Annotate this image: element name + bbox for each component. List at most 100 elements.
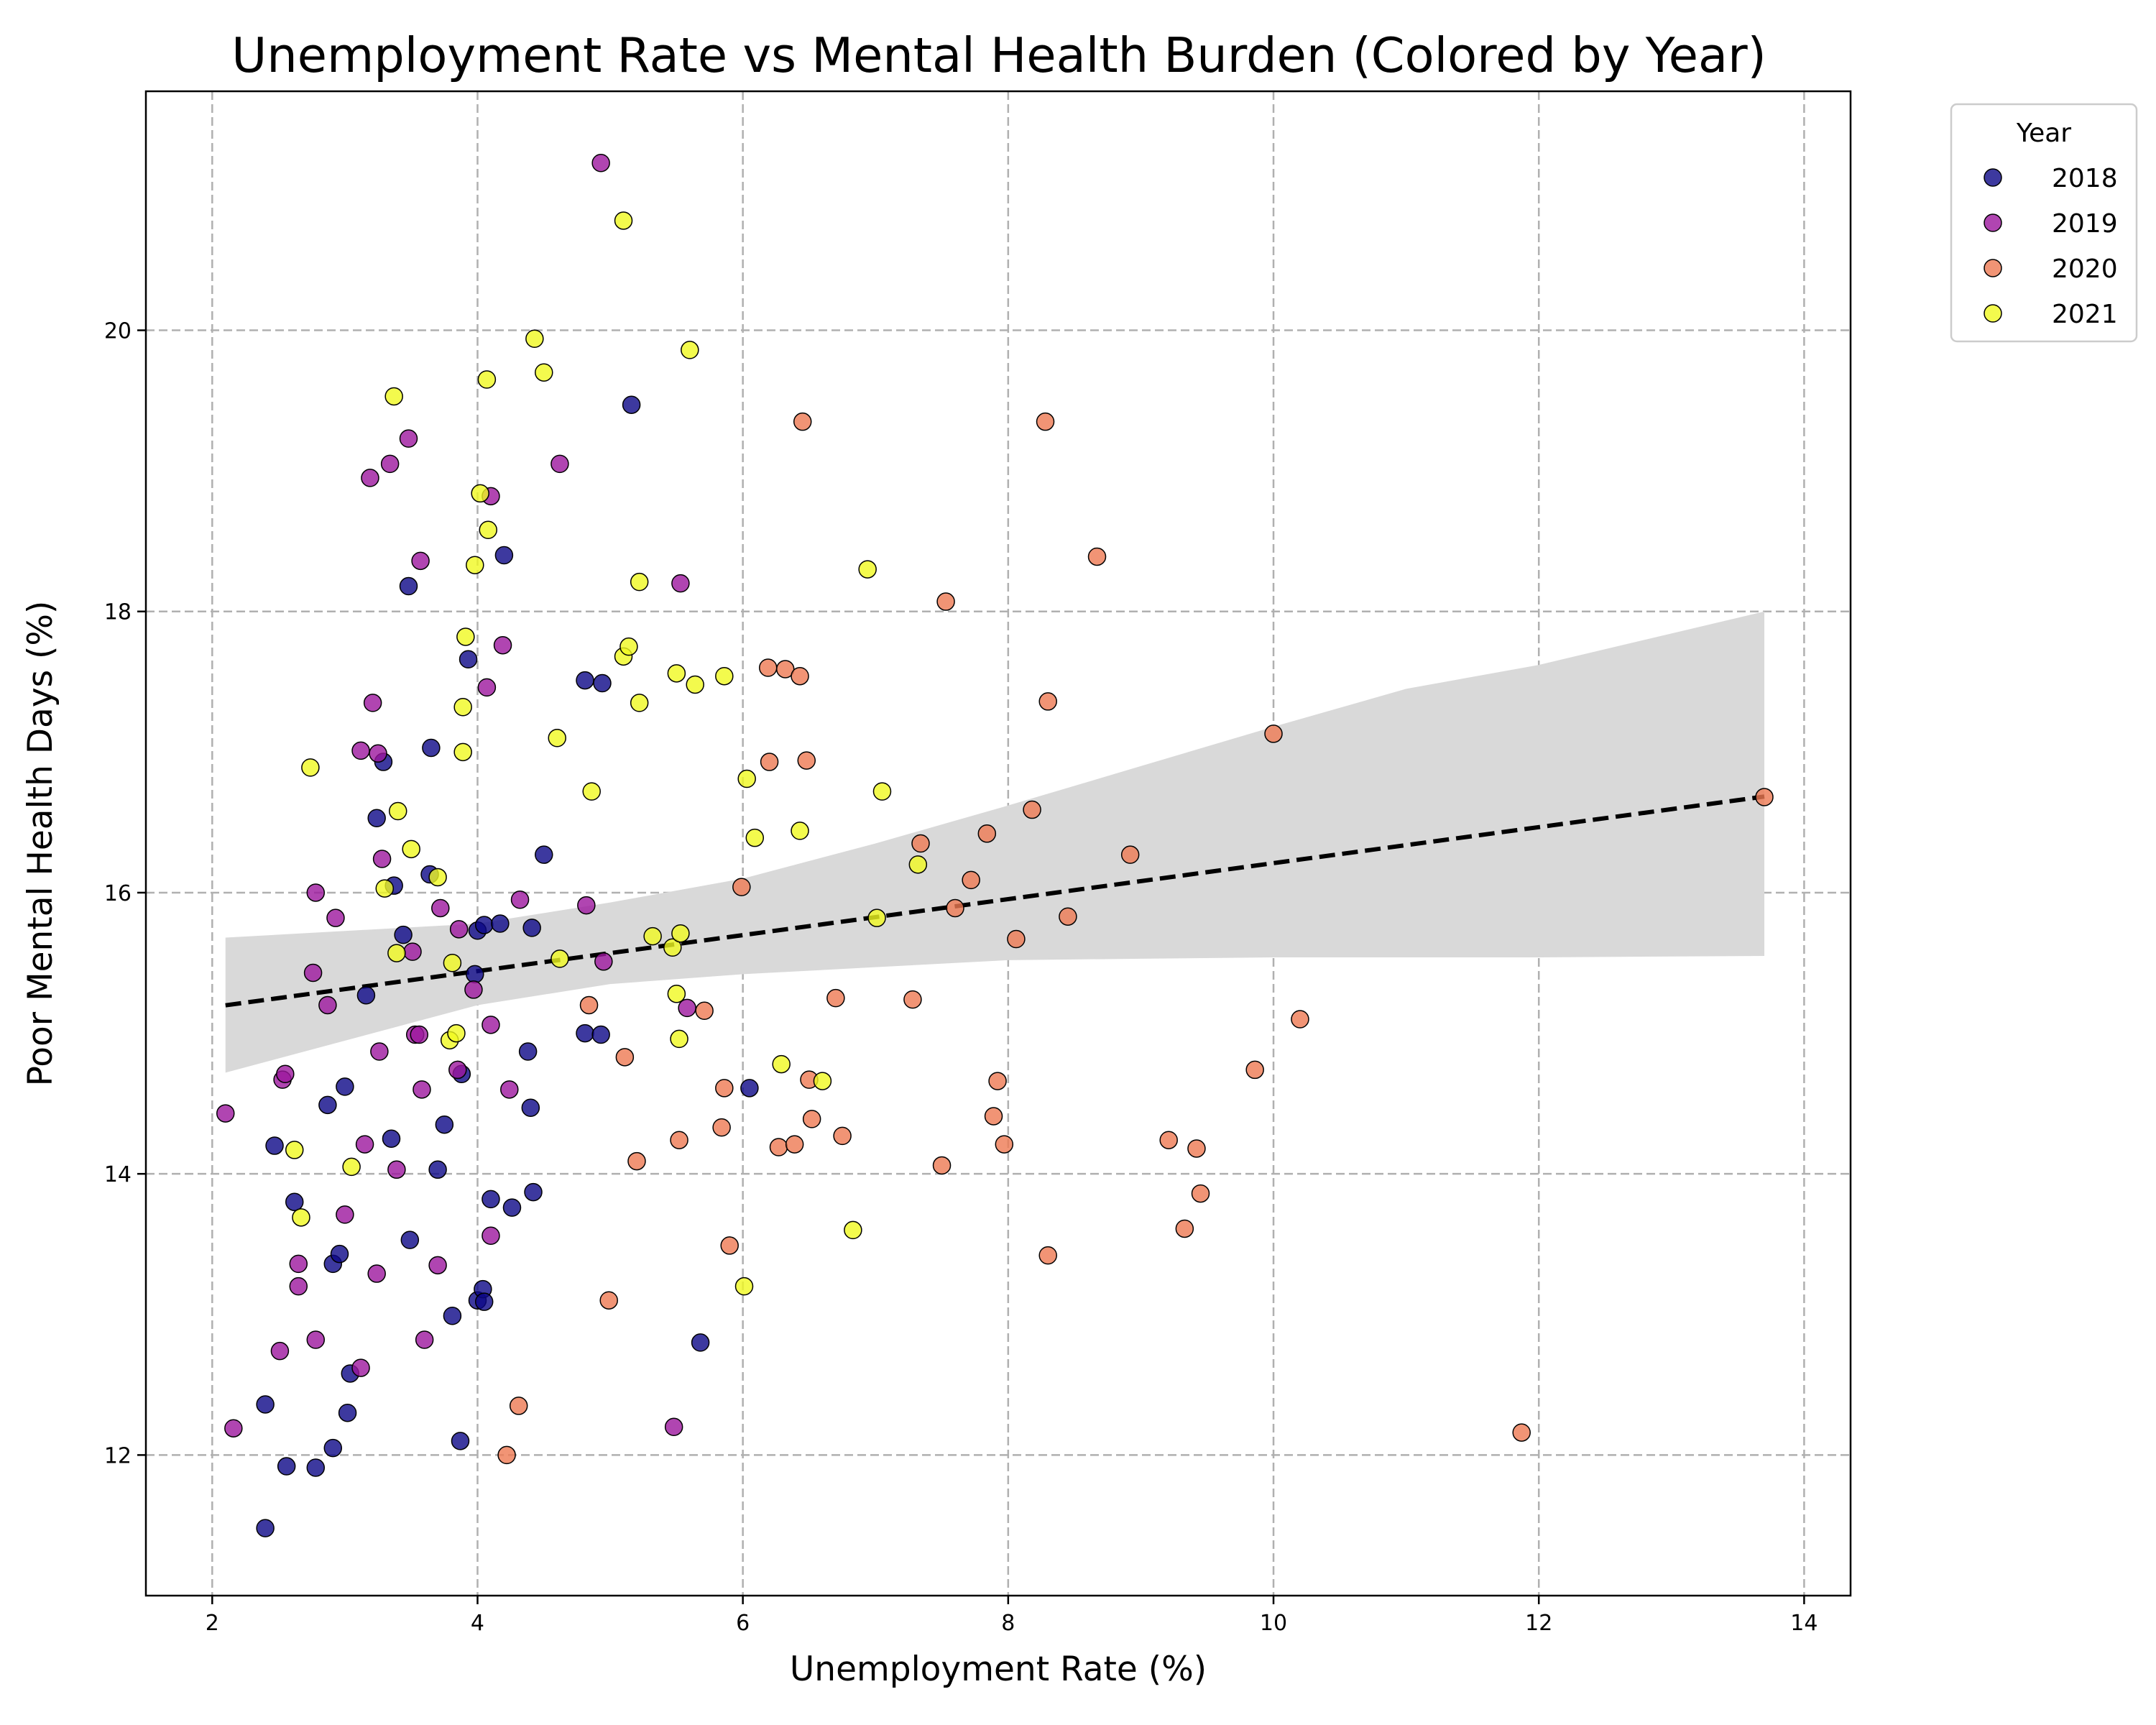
data-point-2021 <box>908 855 928 874</box>
data-point-2019 <box>591 154 610 172</box>
data-point-2018 <box>256 1519 275 1537</box>
data-point-2018 <box>622 395 641 414</box>
x-axis-label: Unemployment Rate (%) <box>790 1650 1207 1689</box>
data-point-2019 <box>351 741 370 760</box>
data-point-2020 <box>911 834 930 853</box>
data-point-2020 <box>627 1151 646 1171</box>
legend-label-2020: 2020 <box>2052 254 2118 284</box>
data-point-2021 <box>772 1054 791 1074</box>
data-point-2020 <box>720 1236 739 1255</box>
data-point-2020 <box>1007 929 1026 949</box>
data-point-2019 <box>318 995 337 1015</box>
data-point-2018 <box>443 1306 462 1325</box>
data-point-2019 <box>372 850 392 868</box>
data-point-2019 <box>306 1330 326 1349</box>
data-point-2019 <box>336 1205 354 1224</box>
data-point-2018 <box>474 1292 494 1311</box>
data-point-2019 <box>370 1042 389 1061</box>
data-point-2019 <box>577 896 596 915</box>
data-point-2020 <box>833 1126 852 1146</box>
data-point-2019 <box>428 1256 447 1275</box>
data-point-2021 <box>872 782 892 801</box>
data-point-2018 <box>466 965 484 984</box>
data-point-2021 <box>453 698 472 717</box>
data-point-2019 <box>216 1104 235 1123</box>
data-point-2020 <box>1755 788 1774 806</box>
data-point-2018 <box>522 919 541 937</box>
data-point-2021 <box>477 370 497 389</box>
data-point-2021 <box>614 211 633 230</box>
data-point-2020 <box>946 898 964 918</box>
data-point-2020 <box>936 592 955 611</box>
data-point-2019 <box>431 898 450 918</box>
data-point-2021 <box>671 924 690 943</box>
y-tick-label: 20 <box>104 319 132 344</box>
data-point-2021 <box>737 769 756 788</box>
data-point-2019 <box>510 890 530 909</box>
data-point-2018 <box>740 1079 759 1098</box>
data-point-2018 <box>428 1160 447 1179</box>
data-point-2020 <box>615 1048 635 1067</box>
data-point-2019 <box>306 883 326 902</box>
data-point-2019 <box>594 952 613 971</box>
data-point-2019 <box>448 1060 467 1080</box>
data-point-2018 <box>535 845 553 864</box>
axis-ticks: 2 4 6 8 10 12 14 12 14 16 18 20 <box>104 319 1818 1636</box>
data-point-2021 <box>479 520 497 540</box>
data-point-2020 <box>995 1135 1014 1154</box>
data-point-2021 <box>471 484 489 503</box>
data-point-2020 <box>1023 800 1041 819</box>
data-point-2021 <box>858 560 877 579</box>
x-tick-label: 12 <box>1525 1611 1552 1636</box>
y-tick-label: 16 <box>104 881 132 906</box>
legend-box <box>1950 103 2138 343</box>
data-point-2018 <box>482 1190 500 1209</box>
data-point-2021 <box>525 329 544 349</box>
data-point-2021 <box>548 729 566 748</box>
data-point-2019 <box>482 1016 500 1034</box>
data-point-2018 <box>591 1025 610 1044</box>
legend-marker-2020 <box>1984 259 2002 277</box>
x-tick-label: 8 <box>1001 1611 1015 1636</box>
data-point-2021 <box>630 572 649 592</box>
y-tick-label: 12 <box>104 1443 132 1468</box>
x-tick-label: 4 <box>471 1611 484 1636</box>
data-point-2018 <box>323 1438 343 1458</box>
data-point-2020 <box>932 1156 952 1175</box>
data-point-2021 <box>791 822 809 840</box>
data-point-2019 <box>276 1064 295 1084</box>
data-point-2019 <box>369 744 387 763</box>
data-point-2019 <box>289 1276 308 1296</box>
data-point-2020 <box>497 1445 516 1465</box>
data-point-2020 <box>732 878 751 896</box>
data-point-2018 <box>394 925 413 944</box>
data-point-2020 <box>1175 1219 1194 1238</box>
data-point-2021 <box>619 637 638 656</box>
data-point-2021 <box>384 387 403 406</box>
legend-label-2019: 2019 <box>2052 209 2118 239</box>
data-point-2018 <box>518 1042 538 1061</box>
data-point-2020 <box>802 1110 821 1128</box>
data-point-2020 <box>988 1072 1007 1090</box>
data-point-2020 <box>1191 1184 1210 1203</box>
data-point-2019 <box>664 1417 683 1437</box>
data-point-2018 <box>422 738 441 758</box>
data-point-2021 <box>663 938 682 957</box>
data-point-2018 <box>502 1198 522 1217</box>
data-point-2018 <box>524 1182 543 1202</box>
data-point-2020 <box>785 1135 804 1154</box>
data-point-2019 <box>289 1254 308 1274</box>
data-point-2019 <box>477 678 497 697</box>
data-point-2021 <box>285 1141 304 1159</box>
data-point-2018 <box>451 1432 470 1450</box>
data-point-2020 <box>1187 1139 1206 1158</box>
data-point-2018 <box>330 1244 349 1264</box>
data-point-2020 <box>1264 724 1283 743</box>
data-point-2019 <box>326 908 345 927</box>
data-point-2021 <box>813 1072 832 1090</box>
data-point-2018 <box>593 673 612 693</box>
data-point-2019 <box>361 469 379 487</box>
data-point-2020 <box>769 1138 788 1156</box>
data-point-2019 <box>303 963 323 983</box>
data-point-2021 <box>643 926 662 946</box>
